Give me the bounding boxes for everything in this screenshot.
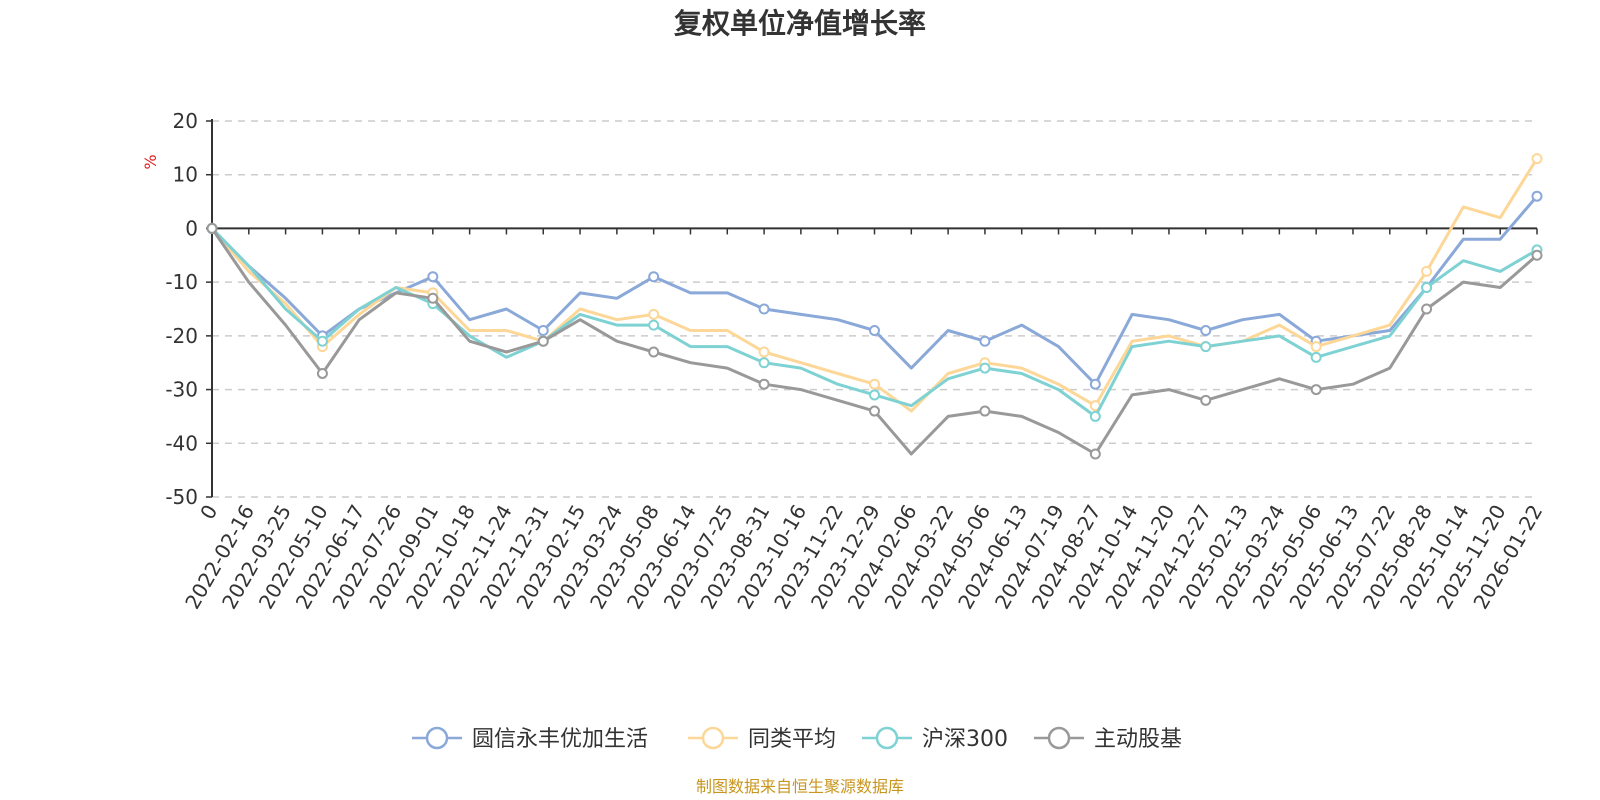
data-point	[758, 346, 770, 358]
data-point	[869, 389, 880, 401]
legend-label: 沪深300	[922, 727, 1008, 752]
data-point	[206, 222, 218, 234]
y-axis-unit: %	[141, 154, 160, 169]
legend: 圆信永丰优加生活 同类平均 沪深300 主动股基	[412, 726, 1182, 752]
chart-title: 复权单位净值增长率	[674, 7, 926, 40]
y-tick-label: -10	[165, 270, 198, 294]
data-point	[1531, 249, 1543, 261]
legend-marker	[425, 726, 449, 750]
data-point	[427, 292, 439, 304]
data-point	[1421, 282, 1433, 294]
data-point	[1531, 190, 1543, 202]
data-point	[1310, 351, 1322, 363]
data-point	[869, 378, 880, 390]
legend-item-3[interactable]: 主动股基	[1034, 726, 1182, 752]
series-2	[206, 222, 1543, 422]
data-point	[1200, 324, 1212, 336]
data-point	[979, 362, 991, 374]
y-tick-label: -20	[165, 324, 198, 348]
data-point	[1089, 378, 1101, 390]
series-3	[206, 222, 1543, 460]
data-point	[1310, 341, 1322, 353]
data-point	[648, 319, 660, 331]
grid-lines	[212, 120, 1537, 498]
legend-label: 同类平均	[748, 727, 836, 752]
y-tick-label: -30	[165, 378, 198, 402]
legend-marker	[701, 726, 725, 750]
data-point	[648, 346, 660, 358]
data-point	[979, 405, 991, 417]
y-tick-label: 0	[185, 216, 198, 240]
legend-item-2[interactable]: 沪深300	[862, 726, 1008, 752]
data-point	[427, 271, 439, 283]
data-point	[758, 303, 770, 315]
y-tick-label: 20	[173, 109, 198, 133]
data-source-note: 制图数据来自恒生聚源数据库	[696, 777, 904, 796]
y-tick-label: -50	[165, 485, 198, 509]
data-point	[648, 271, 660, 283]
data-point	[979, 335, 991, 347]
axes	[211, 119, 1537, 497]
legend-label: 主动股基	[1094, 727, 1182, 752]
data-point	[537, 335, 549, 347]
data-point	[648, 308, 660, 320]
y-tick-label: 10	[173, 163, 198, 187]
data-point	[1200, 341, 1212, 353]
data-point	[758, 378, 770, 390]
y-tick-label: -40	[165, 431, 198, 455]
data-point	[1089, 410, 1101, 422]
data-point	[1200, 394, 1212, 406]
data-point	[537, 324, 549, 336]
legend-marker	[875, 726, 899, 750]
data-point	[1310, 384, 1322, 396]
x-axis-ticks: 02022-02-162022-03-252022-05-102022-06-1…	[180, 228, 1547, 613]
legend-label: 圆信永丰优加生活	[472, 727, 648, 752]
data-point	[758, 357, 770, 369]
data-point	[316, 335, 328, 347]
legend-item-0[interactable]: 圆信永丰优加生活	[412, 726, 648, 752]
y-axis-ticks: 20 10 0 -10 -20 -30 -40 -50	[165, 109, 212, 509]
data-point	[1089, 448, 1101, 460]
data-point	[1421, 303, 1433, 315]
series-group	[206, 153, 1543, 460]
data-point	[869, 405, 880, 417]
data-point	[1531, 153, 1543, 165]
data-point	[316, 367, 328, 379]
legend-item-1[interactable]: 同类平均	[688, 726, 836, 752]
x-tick-label: 0	[195, 501, 222, 524]
data-point	[869, 324, 880, 336]
data-point	[1421, 265, 1433, 277]
legend-marker	[1047, 726, 1071, 750]
